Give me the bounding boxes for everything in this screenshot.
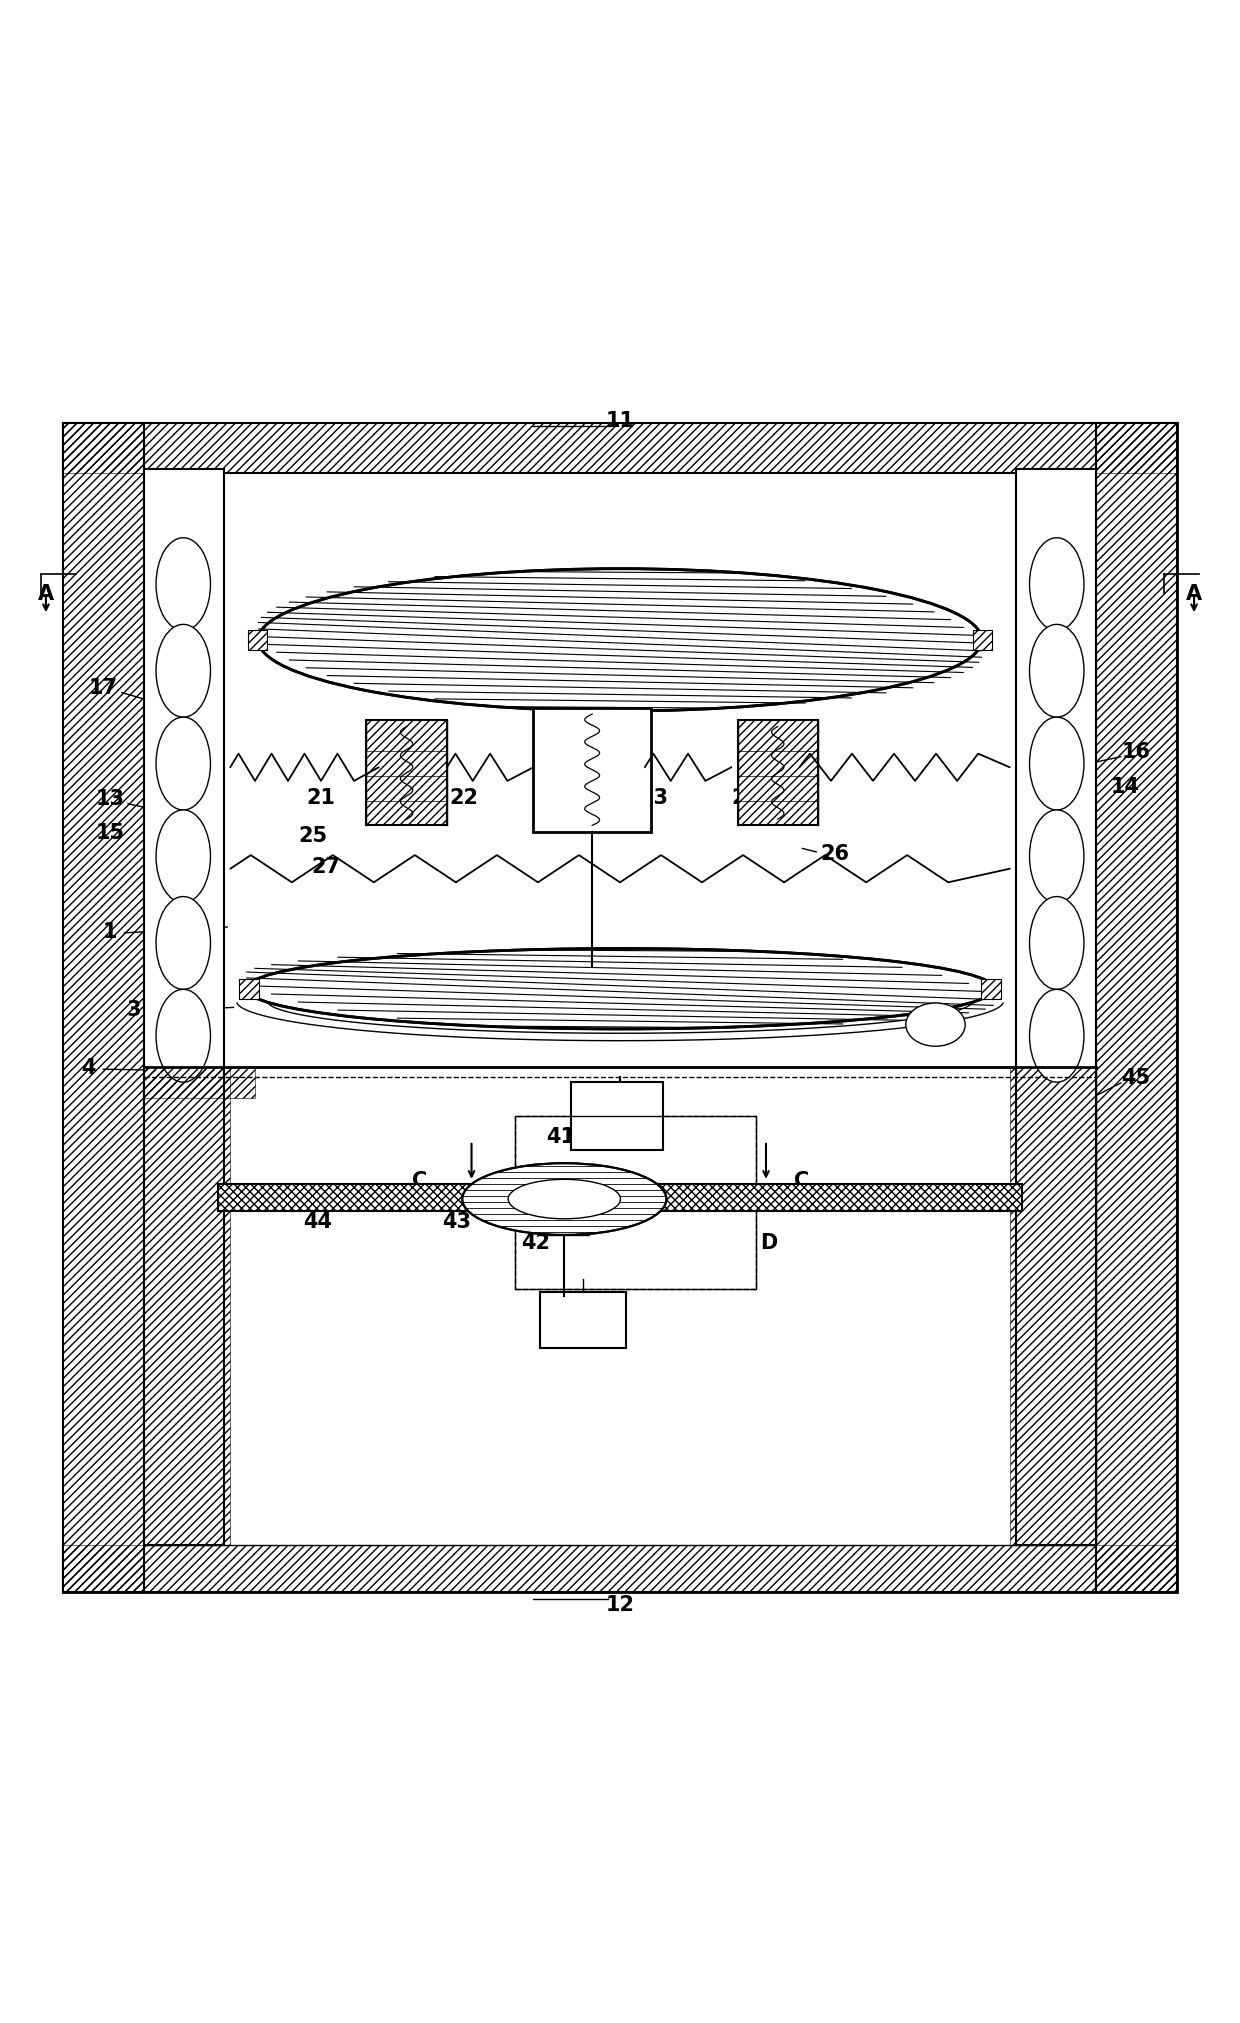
Bar [570,1082,663,1149]
Bar [1016,469,1096,1546]
Ellipse shape [1029,718,1084,811]
Text: C: C [412,1171,428,1192]
Ellipse shape [156,718,211,811]
Bar [738,720,818,825]
Ellipse shape [1029,625,1084,718]
Bar [63,425,144,1592]
Ellipse shape [156,896,211,989]
Ellipse shape [156,989,211,1082]
Text: 41: 41 [546,1127,575,1147]
Text: 22: 22 [450,787,479,807]
Text: 1: 1 [103,920,118,941]
Bar [144,1068,255,1098]
Text: 45: 45 [1121,1066,1151,1086]
Bar [1096,425,1177,1592]
Text: 11: 11 [605,411,635,431]
Bar [248,631,268,651]
Bar [972,631,992,651]
Text: C: C [795,1171,810,1192]
Ellipse shape [1029,538,1084,631]
Ellipse shape [1029,896,1084,989]
Bar [63,425,144,1592]
Bar [239,979,259,999]
Text: 17: 17 [88,678,118,698]
Bar [1009,1068,1096,1546]
Text: 2: 2 [732,787,746,807]
Text: 3: 3 [126,999,141,1020]
Text: B: B [937,1005,954,1026]
Ellipse shape [905,1003,965,1046]
Text: A: A [1185,583,1202,603]
Bar [63,425,1177,473]
Bar [63,1546,1177,1592]
Text: 13: 13 [95,789,125,809]
Bar [248,631,268,651]
Bar [515,1117,756,1291]
Text: 15: 15 [95,821,125,842]
Text: 23: 23 [639,787,668,807]
Ellipse shape [508,1179,620,1220]
Text: 44: 44 [304,1212,332,1232]
Ellipse shape [156,538,211,631]
Bar [366,720,446,825]
Text: 14: 14 [1110,777,1140,797]
Text: 24: 24 [398,635,427,653]
Text: 21: 21 [306,787,335,807]
Bar [63,1546,1177,1592]
Text: 27: 27 [311,858,340,876]
Bar [144,1068,231,1546]
Bar [144,1068,1096,1546]
Text: 4: 4 [81,1058,95,1076]
Bar [533,708,651,831]
Bar [981,979,1001,999]
Ellipse shape [156,811,211,904]
Text: 12: 12 [605,1594,635,1614]
Text: A: A [38,583,55,603]
Ellipse shape [1029,811,1084,904]
Text: 26: 26 [821,844,849,864]
Text: D: D [760,1232,777,1252]
Ellipse shape [463,1163,666,1236]
Ellipse shape [1029,989,1084,1082]
Bar [1009,1068,1096,1546]
Text: 43: 43 [443,1212,471,1232]
Text: 28: 28 [534,787,564,807]
Bar [972,631,992,651]
Bar [515,1117,756,1291]
Bar [239,979,259,999]
Bar [218,1185,1022,1212]
Ellipse shape [246,949,994,1030]
Bar [1096,425,1177,1592]
Bar [539,1293,626,1347]
Ellipse shape [258,568,982,712]
Bar [738,720,818,825]
Bar [218,1185,1022,1212]
Bar [366,720,446,825]
Ellipse shape [156,625,211,718]
Bar [981,979,1001,999]
Bar [63,425,1177,473]
Bar [144,1068,255,1098]
Bar [144,1068,231,1546]
Text: 25: 25 [299,825,327,846]
Text: 46: 46 [269,1185,298,1204]
Bar [144,469,224,1546]
Text: 42: 42 [521,1232,551,1252]
Text: 16: 16 [1121,742,1151,763]
